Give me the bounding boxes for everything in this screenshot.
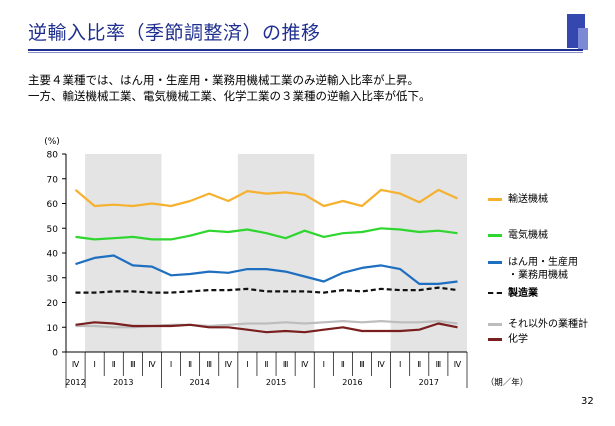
quarter-label-18: Ⅱ bbox=[417, 360, 421, 369]
slide-title: 逆輸入比率（季節調整済）の推移 bbox=[28, 22, 321, 44]
year-label-2016: 2016 bbox=[342, 378, 362, 387]
y-axis-label: (%) bbox=[44, 137, 60, 147]
series-line-0 bbox=[74, 188, 458, 208]
y-tick-label-40: 40 bbox=[47, 250, 59, 260]
quarter-label-3: Ⅲ bbox=[130, 360, 136, 369]
y-tick-label-50: 50 bbox=[47, 225, 59, 235]
year-shading-group bbox=[85, 154, 467, 352]
quarter-label-10: Ⅱ bbox=[265, 360, 269, 369]
y-tick-label-0: 0 bbox=[52, 349, 58, 359]
y-tick-label-70: 70 bbox=[47, 175, 59, 185]
year-shade-2013 bbox=[85, 154, 162, 352]
summary-text: 主要４業種では、はん用・生産用・業務用機械工業のみ逆輸入比率が上昇。 一方、輸送… bbox=[28, 72, 431, 104]
quarter-label-19: Ⅲ bbox=[436, 360, 442, 369]
quarter-label-11: Ⅲ bbox=[283, 360, 289, 369]
quarter-label-0: Ⅳ bbox=[72, 360, 80, 369]
series-line-1 bbox=[75, 227, 458, 241]
quarter-label-7: Ⅲ bbox=[206, 360, 212, 369]
title-underline-thin bbox=[28, 52, 583, 53]
summary-line-1: 主要４業種では、はん用・生産用・業務用機械工業のみ逆輸入比率が上昇。 bbox=[28, 73, 419, 87]
axis-labels-group: 0 10 20 30 40 50 60 70 80 (%) Ⅳ Ⅰ Ⅱ Ⅲ Ⅳ Ⅰ Ⅱ Ⅲ Ⅳ Ⅰ Ⅱ Ⅲ Ⅳ Ⅰ Ⅱ Ⅲ Ⅳ Ⅰ Ⅱ Ⅲ… bbox=[44, 137, 528, 388]
quarter-label-4: Ⅳ bbox=[148, 360, 156, 369]
year-label-2017: 2017 bbox=[419, 378, 439, 387]
quarter-label-6: Ⅱ bbox=[188, 360, 192, 369]
quarter-label-2: Ⅱ bbox=[112, 360, 116, 369]
summary-line-2: 一方、輸送機械工業、電気機械工業、化学工業の３業種の逆輸入比率が低下。 bbox=[28, 89, 431, 103]
title-underline bbox=[28, 49, 583, 51]
axes-group bbox=[62, 153, 468, 388]
y-tick-label-80: 80 bbox=[47, 151, 59, 161]
quarter-label-17: Ⅰ bbox=[399, 360, 401, 369]
quarter-label-15: Ⅲ bbox=[359, 360, 365, 369]
y-tick-label-30: 30 bbox=[47, 274, 59, 284]
page-number: 32 bbox=[581, 396, 594, 407]
series-lines-group bbox=[74, 188, 458, 334]
year-label-2012: 2012 bbox=[65, 378, 85, 387]
quarter-label-9: Ⅰ bbox=[246, 360, 248, 369]
y-tick-label-10: 10 bbox=[47, 324, 59, 334]
quarter-label-16: Ⅳ bbox=[377, 360, 385, 369]
quarter-label-8: Ⅳ bbox=[225, 360, 233, 369]
year-shade-2015 bbox=[237, 154, 315, 352]
title-accent-block-light bbox=[578, 28, 588, 50]
quarter-label-13: Ⅰ bbox=[323, 360, 325, 369]
quarter-label-14: Ⅱ bbox=[341, 360, 345, 369]
series-line-2 bbox=[75, 254, 458, 285]
y-tick-label-20: 20 bbox=[47, 299, 59, 309]
quarter-label-12: Ⅳ bbox=[301, 360, 309, 369]
series-line-5 bbox=[75, 321, 458, 334]
year-shade-2017 bbox=[390, 154, 467, 352]
y-tick-label-60: 60 bbox=[47, 200, 59, 210]
x-axis-label: （期／年） bbox=[486, 377, 529, 388]
year-label-2013: 2013 bbox=[113, 378, 133, 387]
quarter-label-5: Ⅰ bbox=[170, 360, 172, 369]
quarter-label-20: Ⅳ bbox=[454, 360, 462, 369]
year-label-2015: 2015 bbox=[266, 378, 286, 387]
year-label-2014: 2014 bbox=[189, 378, 209, 387]
quarter-label-1: Ⅰ bbox=[93, 360, 95, 369]
